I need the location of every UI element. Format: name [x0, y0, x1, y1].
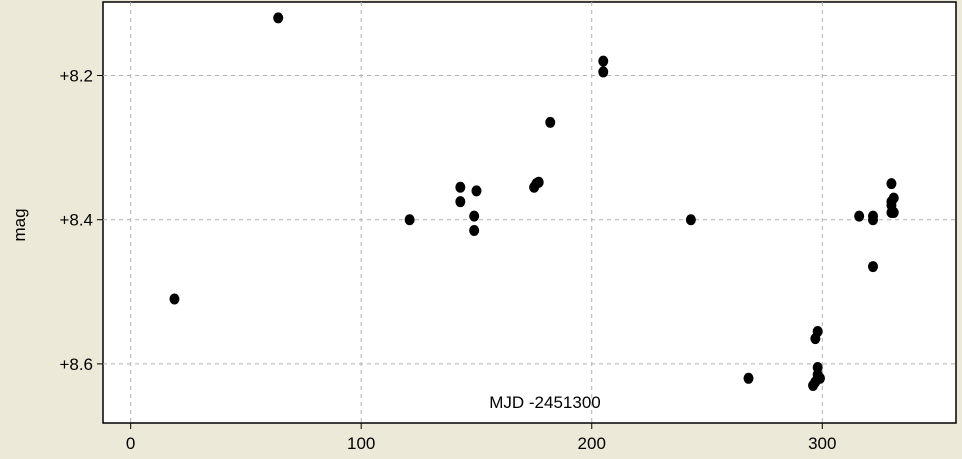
x-axis-title: MJD -2451300: [489, 393, 601, 412]
data-point: [469, 225, 480, 237]
data-point: [533, 176, 544, 188]
data-point: [868, 261, 879, 273]
data-point: [598, 55, 609, 67]
data-point: [685, 214, 696, 226]
data-point: [545, 116, 556, 128]
data-points: [169, 12, 899, 392]
y-tick-label: +8.6: [59, 355, 93, 374]
data-point: [888, 192, 899, 204]
grid-lines: [103, 2, 956, 423]
data-point: [886, 178, 897, 190]
x-tick-label: 0: [126, 434, 135, 453]
y-tick-label: +8.2: [59, 67, 93, 86]
y-axis-title: mag: [10, 208, 29, 241]
x-tick-label: 200: [578, 434, 606, 453]
data-point: [469, 210, 480, 222]
data-point: [743, 372, 754, 384]
data-point: [169, 293, 180, 305]
data-point: [404, 214, 415, 226]
data-point: [455, 196, 466, 208]
x-tick-label: 100: [347, 434, 375, 453]
data-point: [888, 207, 899, 218]
x-tick-label: 300: [808, 434, 836, 453]
plot-area: [102, 1, 957, 424]
data-point: [455, 181, 466, 193]
data-point: [471, 185, 482, 197]
data-point: [598, 66, 609, 78]
axis-ticks: 0 100 200 300 +8.2 +8.4 +8.6: [59, 67, 836, 453]
data-point: [814, 372, 825, 384]
data-point: [273, 12, 284, 24]
data-point: [854, 210, 865, 222]
data-point: [868, 210, 879, 222]
y-tick-label: +8.4: [59, 211, 93, 230]
data-point: [812, 325, 823, 337]
